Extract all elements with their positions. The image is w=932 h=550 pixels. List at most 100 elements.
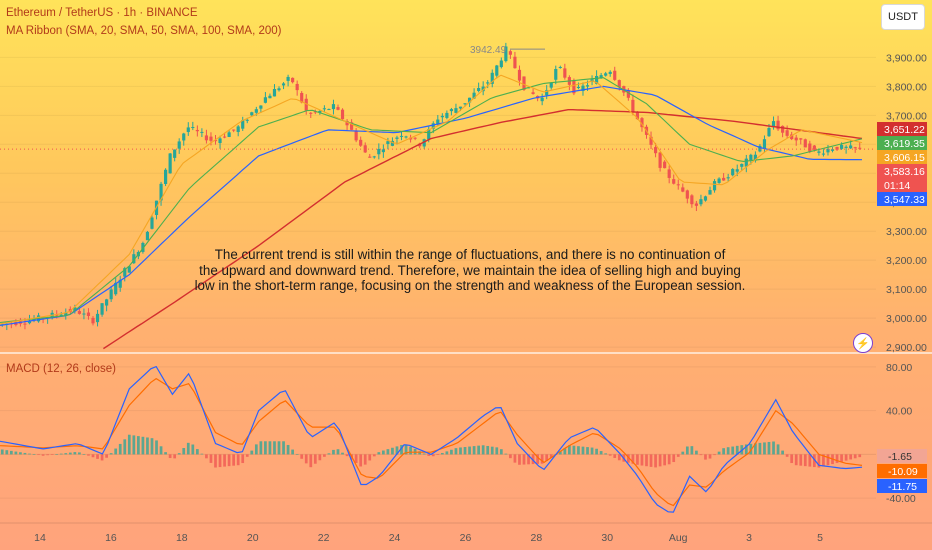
price-axis-tick: 3,700.00 (886, 110, 927, 122)
candle-body (77, 311, 81, 314)
macd-histogram-bar (735, 445, 739, 455)
candle-body (431, 123, 435, 129)
macd-axis-tick: -40.00 (886, 493, 916, 505)
macd-histogram-bar (509, 454, 512, 459)
macd-histogram-bar (300, 454, 304, 459)
candle-body (694, 203, 698, 206)
ma-ribbon-legend: MA Ribbon (SMA, 20, SMA, 50, SMA, 100, S… (6, 25, 282, 37)
macd-histogram-bar (359, 454, 363, 467)
macd-histogram-bar (781, 450, 784, 455)
time-axis-tick: 18 (176, 532, 188, 544)
candle-body (712, 181, 717, 191)
price-axis-tick: 3,300.00 (886, 226, 927, 238)
candle-body (281, 83, 286, 86)
candle-body (595, 75, 599, 84)
macd-histogram-bar (754, 443, 757, 455)
candle-body (100, 303, 104, 315)
macd-histogram-bar (19, 452, 22, 455)
macd-histogram-bar (799, 454, 803, 466)
macd-histogram-bar (137, 436, 140, 455)
macd-histogram-bar (495, 447, 499, 455)
macd-histogram-bar (409, 446, 412, 455)
macd-histogram-bar (840, 454, 843, 462)
macd-histogram-bar (327, 453, 331, 455)
candle-body (653, 147, 658, 154)
candle-body (826, 148, 830, 153)
candle-body (354, 130, 358, 141)
macd-histogram-bar (481, 445, 485, 455)
candle-body (386, 141, 390, 144)
macd-histogram-bar (608, 454, 612, 456)
candle-body (839, 144, 844, 149)
candle-body (164, 169, 168, 184)
candle-body (118, 279, 122, 288)
candle-body (753, 154, 757, 161)
macd-histogram-bar (159, 446, 163, 455)
candle-body (363, 145, 367, 153)
macd-histogram-bar (568, 445, 571, 455)
macd-histogram-bar (486, 445, 490, 455)
price-axis-tick: 3,000.00 (886, 313, 927, 325)
macd-label: -10.09 (888, 466, 918, 478)
high-marker-label: 3942.49 (470, 45, 507, 56)
candle-body (722, 177, 726, 181)
currency-button[interactable]: USDT (881, 4, 925, 30)
price-label: 3,619.35 (884, 138, 925, 150)
macd-histogram-bar (123, 439, 127, 455)
candle-body (145, 231, 150, 241)
macd-label-box (877, 464, 927, 478)
sma-100-line (0, 85, 863, 326)
candle-body (685, 190, 689, 199)
candle-body (345, 121, 349, 126)
candle-body (440, 115, 444, 118)
macd-histogram-bar (763, 442, 766, 455)
candle-body (377, 148, 381, 155)
macd-histogram-bar (395, 446, 399, 455)
candle-body (64, 312, 68, 316)
candle-body (631, 99, 635, 113)
macd-histogram-bar (785, 454, 789, 457)
macd-legend: MACD (12, 26, close) (6, 363, 116, 375)
candle-body (681, 187, 685, 192)
macd-histogram-bar (354, 454, 358, 464)
candle-body (708, 190, 712, 195)
macd-histogram-bar (490, 446, 494, 455)
macd-histogram-bar (540, 454, 544, 464)
macd-histogram-bar (853, 454, 857, 459)
candle-body (55, 314, 59, 316)
candle-body (717, 178, 721, 183)
macd-histogram-bar (595, 448, 598, 455)
candle-body (463, 103, 467, 105)
candle-body (508, 51, 512, 55)
candle-body (495, 65, 499, 76)
macd-histogram-bar (536, 454, 539, 464)
macd-histogram-bar (617, 454, 621, 461)
macd-histogram-bar (291, 449, 294, 455)
price-label-box (877, 136, 927, 150)
macd-histogram-bar (817, 454, 821, 468)
macd-histogram-bar (422, 453, 426, 455)
candle-body (477, 88, 481, 92)
macd-histogram-bar (849, 454, 853, 460)
time-axis-tick: 24 (389, 532, 401, 544)
macd-histogram-bar (336, 449, 340, 455)
macd-histogram-bar (214, 454, 217, 468)
macd-histogram-bar (91, 454, 95, 458)
macd-histogram-bar (205, 454, 208, 459)
candle-body (286, 76, 290, 81)
candle-body (300, 92, 304, 103)
candle-body (191, 126, 195, 128)
time-axis-tick: Aug (669, 532, 688, 544)
price-axis-tick: 3,800.00 (886, 81, 927, 93)
time-axis-tick: 3 (746, 532, 752, 544)
price-label-box (877, 164, 927, 178)
candle-body (572, 80, 576, 94)
macd-histogram-bar (477, 445, 480, 455)
candle-body (200, 131, 204, 133)
flash-icon[interactable]: ⚡ (853, 333, 873, 353)
macd-histogram-bar (0, 449, 4, 455)
candle-body (667, 169, 671, 178)
macd-histogram-bar (731, 446, 735, 455)
macd-histogram-bar (531, 454, 535, 465)
